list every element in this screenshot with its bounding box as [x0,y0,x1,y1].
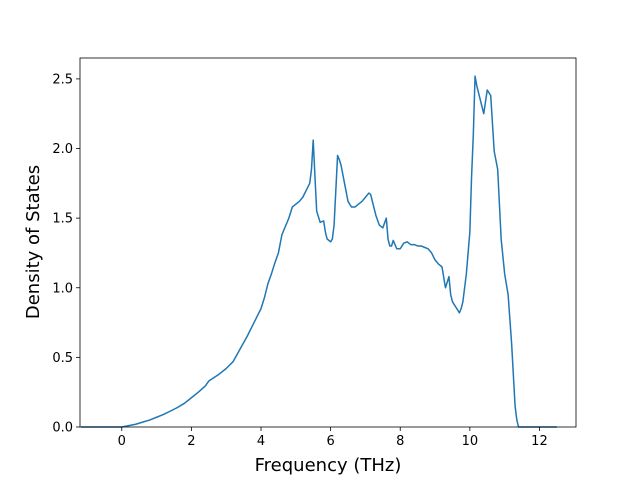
y-tick-label: 1.0 [52,281,73,296]
x-tick-label: 0 [118,434,126,449]
x-tick-label: 12 [531,434,548,449]
x-tick-label: 8 [396,434,404,449]
x-tick-label: 10 [462,434,479,449]
y-tick-label: 0.5 [52,351,73,366]
x-tick-label: 4 [257,434,265,449]
y-tick-label: 1.5 [52,212,73,227]
y-axis-label: Density of States [23,165,44,319]
plot-area [79,57,577,428]
y-tick-label: 2.0 [52,142,73,157]
y-tick-label: 0.0 [52,421,73,436]
dos-series-line [81,75,557,428]
x-axis-ticks: 0 2 4 6 8 10 12 [118,427,548,449]
plot-frame [79,57,577,428]
x-tick-label: 2 [187,434,195,449]
x-axis-label: Frequency (THz) [255,455,402,476]
y-tick-label: 2.5 [52,72,73,87]
y-axis-ticks: 0.0 0.5 1.0 1.5 2.0 2.5 [52,72,80,436]
x-tick-label: 6 [326,434,334,449]
